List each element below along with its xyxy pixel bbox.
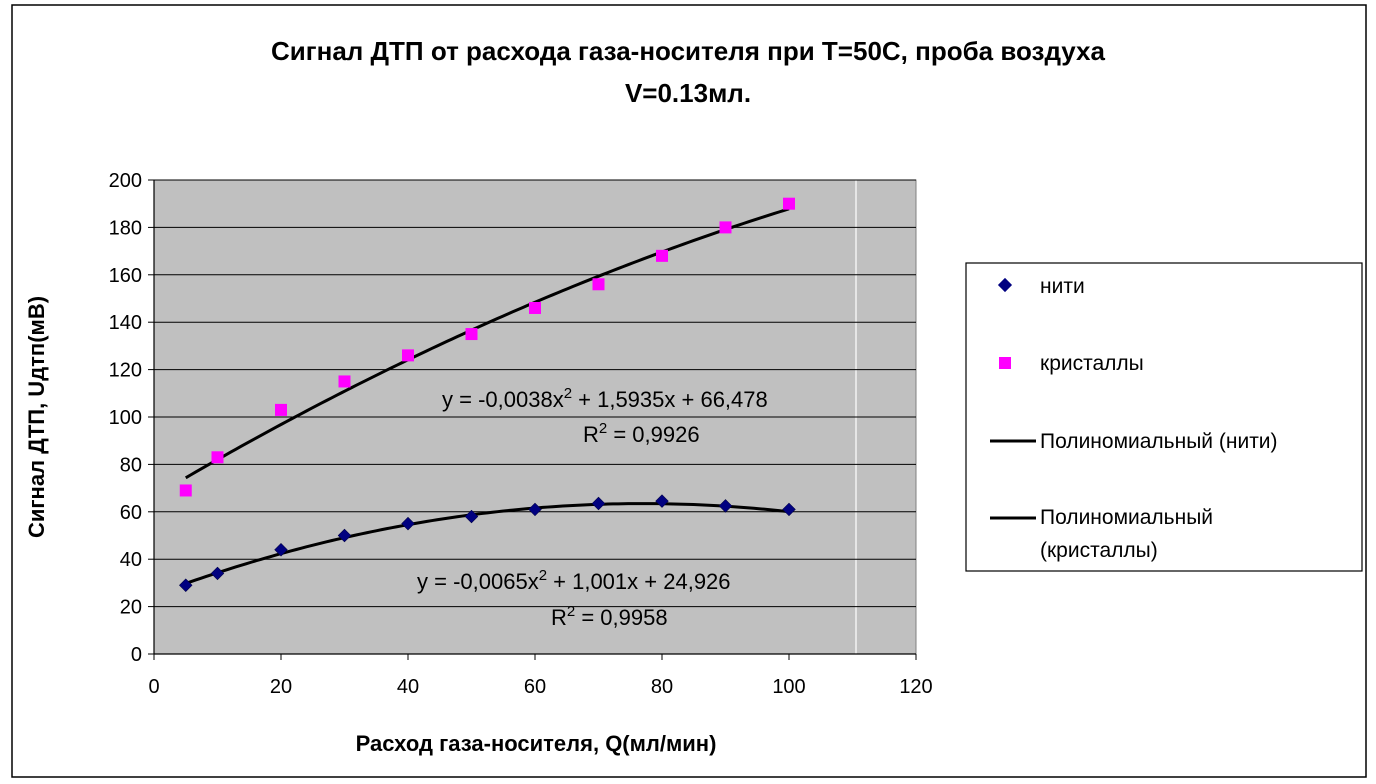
point-кристаллы: [465, 328, 478, 341]
y-tick-label: 20: [120, 597, 142, 619]
point-нити: [337, 528, 352, 543]
point-нити: [401, 516, 415, 531]
point-нити: [274, 543, 288, 557]
point-кристаллы: [592, 278, 605, 291]
point-кристаллы: [275, 403, 287, 416]
r2-niti-prefix: R: [551, 605, 567, 630]
legend-label-poly-kristally-line1: Полиномиальный: [1040, 506, 1213, 529]
point-нити: [655, 494, 669, 508]
trendline-кристаллы: [184, 207, 790, 480]
x-tick-label: 80: [651, 676, 673, 698]
legend-label-poly-kristally-line2: (кристаллы): [1040, 539, 1158, 562]
x-tick-label: 0: [148, 676, 159, 698]
trendline-нити: [185, 502, 790, 585]
tick-labels: 0 20 40 60 80 100 120 140 160 180 200 0 20 40 60 80 100 1…: [109, 170, 933, 698]
x-tick-label: 120: [899, 676, 932, 698]
y-tick-label: 160: [109, 265, 142, 287]
y-tick-label: 180: [109, 217, 142, 239]
point-нити: [210, 566, 225, 581]
y-tick-label: 100: [109, 407, 142, 429]
equation-kristally: y = -0,0038x2 + 1,5935x + 66,478: [442, 385, 768, 412]
legend-label-poly-niti: Полиномиальный (нити): [1040, 430, 1278, 453]
point-кристаллы: [402, 349, 414, 362]
y-tick-label: 0: [131, 644, 142, 666]
point-нити: [718, 499, 733, 513]
point-нити: [528, 502, 542, 517]
equation-niti: y = -0,0065x2 + 1,001x + 24,926: [417, 567, 731, 594]
point-кристаллы: [656, 249, 668, 262]
legend-marker-kristally: [999, 357, 1011, 369]
axes: [148, 179, 917, 660]
equation-kristally-tail: + 1,5935x + 66,478: [572, 387, 768, 412]
chart-title-line-2: V=0.13мл.: [625, 78, 751, 108]
point-кристаллы: [179, 484, 192, 497]
point-нити: [782, 502, 796, 517]
point-нити: [591, 496, 606, 511]
r2-kristally-sup: 2: [599, 420, 607, 437]
legend-label-niti: нити: [1040, 275, 1085, 298]
r2-kristally-prefix: R: [583, 422, 599, 447]
x-axis-label: Расход газа-носителя, Q(мл/мин): [356, 731, 717, 756]
legend: нити кристаллы Полиномиальный (нити) Пол…: [965, 262, 1363, 572]
r2-niti-sup: 2: [567, 603, 575, 620]
point-нити: [179, 578, 193, 592]
y-tick-label: 80: [120, 454, 142, 476]
point-нити: [464, 509, 479, 524]
y-axis-label: Сигнал ДТП, Uдтп(мВ): [24, 296, 49, 538]
y-tick-label: 40: [120, 549, 142, 571]
data-markers: [179, 197, 796, 592]
equation-niti-sup: 2: [539, 567, 547, 584]
trendlines: [184, 207, 790, 585]
x-tick-label: 100: [772, 676, 805, 698]
y-tick-label: 200: [109, 170, 142, 192]
point-кристаллы: [529, 301, 541, 314]
legend-marker-niti: [997, 277, 1013, 293]
x-tick-label: 40: [397, 676, 419, 698]
point-кристаллы: [338, 375, 351, 388]
y-tick-label: 140: [109, 312, 142, 334]
r2-kristally-value: = 0,9926: [607, 422, 699, 447]
equation-kristally-head: y = -0,0038x: [442, 387, 564, 412]
r2-kristally: R2 = 0,9926: [583, 420, 700, 447]
r2-niti-value: = 0,9958: [575, 605, 667, 630]
y-tick-label: 120: [109, 360, 142, 382]
chart-title-line-1: Сигнал ДТП от расхода газа-носителя при …: [271, 36, 1105, 66]
point-кристаллы: [719, 221, 732, 234]
y-tick-label: 60: [120, 502, 142, 524]
legend-box: [965, 262, 1363, 572]
x-tick-label: 20: [270, 676, 292, 698]
equation-niti-tail: + 1,001x + 24,926: [547, 569, 731, 594]
legend-label-kristally: кристаллы: [1040, 352, 1144, 375]
r2-niti: R2 = 0,9958: [551, 603, 668, 630]
equation-kristally-sup: 2: [564, 385, 572, 402]
equation-niti-head: y = -0,0065x: [417, 569, 539, 594]
point-кристаллы: [783, 197, 795, 210]
point-кристаллы: [211, 451, 224, 464]
x-tick-label: 60: [524, 676, 546, 698]
